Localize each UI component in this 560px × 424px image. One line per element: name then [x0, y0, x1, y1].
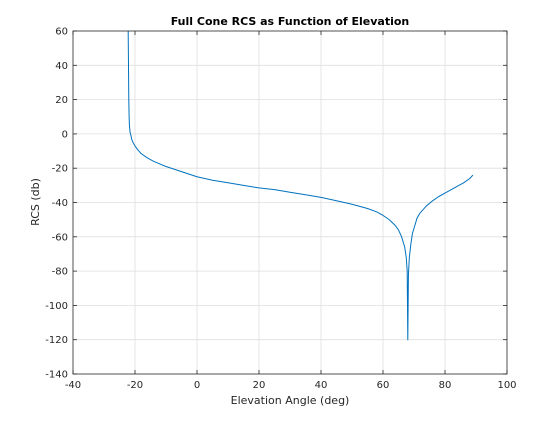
- y-tick-label: -120: [45, 335, 68, 346]
- y-tick-label: 60: [55, 27, 68, 38]
- y-axis-label: RCS (db): [29, 178, 42, 226]
- y-tick-label: -100: [45, 301, 68, 312]
- x-tick-labels: -40 -20 0 20 40 60 80 100: [65, 380, 517, 391]
- y-tick-label: -140: [45, 370, 68, 381]
- y-tick-label: 0: [62, 129, 68, 140]
- rcs-series-line: [127, 30, 474, 341]
- chart-title: Full Cone RCS as Function of Elevation: [171, 15, 410, 28]
- y-tick-label: -40: [52, 198, 68, 209]
- x-tick-label: 80: [439, 380, 452, 391]
- x-axis-label: Elevation Angle (deg): [231, 394, 350, 407]
- x-tick-label: -20: [127, 380, 143, 391]
- x-tick-label: 40: [315, 380, 328, 391]
- y-tick-label: 20: [55, 95, 68, 106]
- y-tick-label: -60: [52, 232, 68, 243]
- x-tick-label: -40: [65, 380, 81, 391]
- x-tick-label: 60: [377, 380, 390, 391]
- grid-lines: [73, 31, 507, 374]
- tick-marks: [72, 30, 508, 375]
- x-tick-label: 20: [253, 380, 266, 391]
- x-tick-label: 0: [194, 380, 200, 391]
- series-layer: [127, 30, 474, 341]
- y-tick-label: -80: [52, 267, 68, 278]
- y-tick-label: -20: [52, 164, 68, 175]
- x-tick-label: 100: [497, 380, 516, 391]
- y-tick-labels: -140 -120 -100 -80 -60 -40 -20 0 20 40 60: [45, 27, 68, 381]
- y-tick-label: 40: [55, 61, 68, 72]
